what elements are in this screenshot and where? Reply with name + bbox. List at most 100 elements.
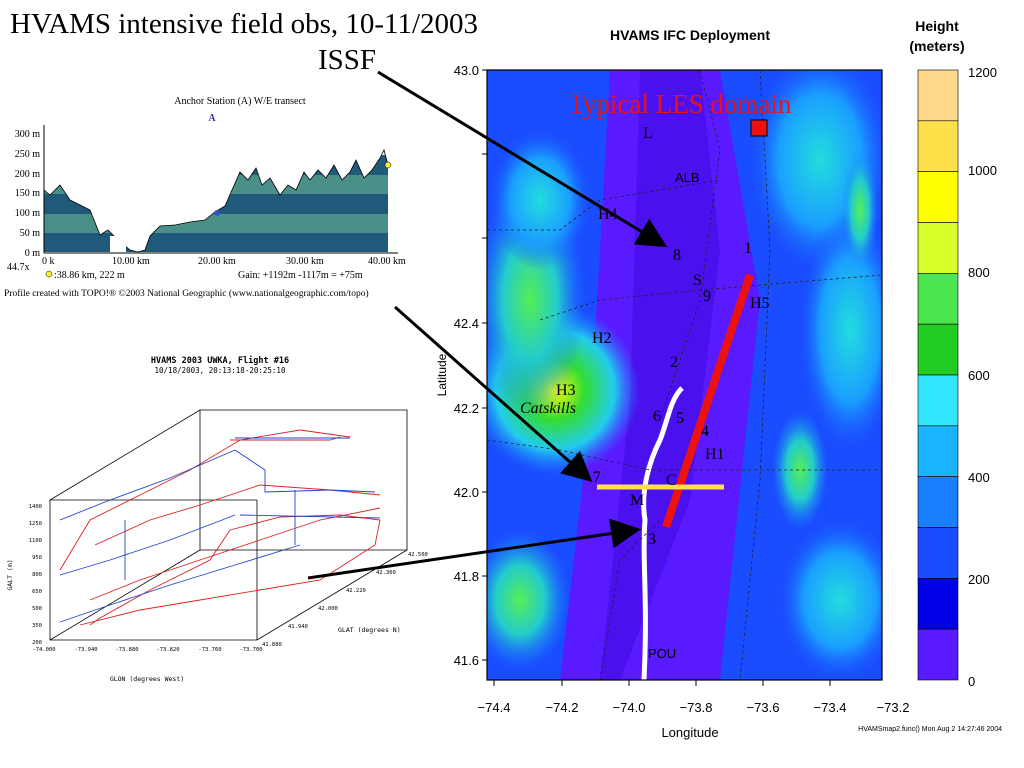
3d-box bbox=[49, 409, 408, 641]
flight-z-tick: 350 bbox=[32, 623, 42, 629]
transect-x-tick: 40.00 km bbox=[368, 256, 406, 267]
colorbar-tick: 1000 bbox=[968, 163, 997, 178]
y-tick-label: 42.4 bbox=[454, 316, 479, 331]
colorbar bbox=[917, 69, 959, 681]
readout-dot bbox=[45, 270, 53, 278]
colorbar-swatch bbox=[917, 273, 959, 325]
flight-x-tick: -73.700 bbox=[239, 647, 262, 653]
flight-x-tick: -73.820 bbox=[156, 647, 179, 653]
station-label: H4 bbox=[598, 206, 618, 223]
x-tick-label: −74.2 bbox=[546, 700, 579, 715]
les-domain-label: Typical LES domain bbox=[568, 89, 792, 119]
colorbar-tick: 0 bbox=[968, 674, 975, 689]
transect-x-tick: 0 k bbox=[42, 256, 55, 267]
colorbar-swatch bbox=[917, 171, 959, 223]
transect-scale-label: 44.7x bbox=[7, 262, 30, 273]
transect-y-tick: 200 m bbox=[15, 169, 41, 180]
colorbar-swatch bbox=[917, 120, 959, 172]
transect-profile-panel: Anchor Station (A) W/E transect A 300 m … bbox=[4, 96, 406, 299]
station-label: H1 bbox=[705, 446, 725, 463]
x-tick-label: −73.4 bbox=[814, 700, 847, 715]
slide-title: HVAMS intensive field obs, 10-11/2003 bbox=[10, 8, 479, 40]
colorbar-swatch bbox=[917, 69, 959, 122]
station-label: M bbox=[630, 492, 644, 509]
station-label: 6 bbox=[653, 408, 661, 425]
transect-y-tick: 250 m bbox=[15, 149, 41, 160]
flight-z-tick: 1400 bbox=[29, 504, 42, 510]
flight-z-tick: 650 bbox=[32, 589, 42, 595]
flight-x-tick: -73.880 bbox=[115, 647, 138, 653]
flight-y-tick: 42.360 bbox=[376, 570, 396, 576]
flight-x-label: GLON (degrees West) bbox=[110, 675, 184, 683]
colorbar-swatch bbox=[917, 323, 959, 376]
flight-x-tick: -74.000 bbox=[32, 647, 55, 653]
station-label: 3 bbox=[648, 531, 656, 548]
x-tick-label: −74.4 bbox=[478, 700, 511, 715]
issf-label: ISSF bbox=[318, 44, 377, 76]
x-axis-label: Longitude bbox=[661, 725, 718, 740]
flight-y-tick: 42.500 bbox=[408, 552, 428, 558]
station-label: C bbox=[666, 472, 677, 489]
x-tick-label: −74.0 bbox=[613, 700, 646, 715]
transect-gain: Gain: +1192m -1117m = +75m bbox=[238, 270, 363, 281]
deployment-map-panel: HVAMS IFC Deployment Typical LES do bbox=[435, 18, 1002, 740]
flight-title: HVAMS 2003 UWKA, Flight #16 bbox=[151, 355, 289, 366]
colorbar-swatch bbox=[917, 425, 959, 477]
station-label: H5 bbox=[750, 295, 770, 312]
station-label: H3 bbox=[556, 382, 576, 399]
transect-x-tick: 30.00 km bbox=[286, 256, 324, 267]
flight-z-tick: 500 bbox=[32, 606, 42, 612]
x-tick-label: −73.6 bbox=[747, 700, 780, 715]
anchor-marker-label: A bbox=[208, 113, 216, 124]
transect-credit: Profile created with TOPO!® ©2003 Nation… bbox=[4, 288, 369, 299]
station-label: 4 bbox=[701, 423, 709, 440]
transect-y-tick: 100 m bbox=[15, 208, 41, 219]
x-tick-label: −73.2 bbox=[877, 700, 910, 715]
flight-z-tick: 200 bbox=[32, 640, 42, 646]
station-label: 7 bbox=[593, 469, 601, 486]
colorbar-swatch bbox=[917, 222, 959, 274]
transect-y-tick: 300 m bbox=[15, 129, 41, 140]
transect-y-tick: 0 m bbox=[25, 248, 41, 259]
colorbar-swatch bbox=[917, 374, 959, 427]
flight-z-label: GALT (m) bbox=[6, 559, 14, 590]
transect-y-tick: 50 m bbox=[20, 228, 41, 239]
terrain-map bbox=[487, 70, 882, 680]
y-tick-label: 42.2 bbox=[454, 401, 479, 416]
transect-y-tick: 150 m bbox=[15, 188, 41, 199]
colorbar-swatch bbox=[917, 476, 959, 528]
station-label: 5 bbox=[676, 410, 684, 427]
colorbar-swatch bbox=[917, 628, 959, 681]
flight-y-tick: 42.220 bbox=[346, 588, 366, 594]
y-tick-label: 41.6 bbox=[454, 653, 479, 668]
colorbar-swatch bbox=[917, 527, 959, 579]
colorbar-unit: (meters) bbox=[909, 38, 964, 54]
station-label: S bbox=[693, 272, 702, 289]
flight-subtitle: 10/18/2003, 20:13:18-20:25:10 bbox=[155, 366, 286, 375]
flight-y-tick: 42.000 bbox=[318, 606, 338, 612]
colorbar-tick: 400 bbox=[968, 470, 990, 485]
flight-3d-panel: HVAMS 2003 UWKA, Flight #16 10/18/2003, … bbox=[6, 355, 428, 683]
flight-tracks bbox=[59, 429, 381, 626]
station-label: 1 bbox=[744, 240, 752, 257]
map-footer: HVAMSmap2.func() Mon Aug 2 14:27:46 2004 bbox=[858, 726, 1002, 733]
x-tick-label: −73.8 bbox=[680, 700, 713, 715]
station-label: ALB bbox=[675, 170, 700, 185]
colorbar-title: Height bbox=[915, 18, 959, 34]
station-label: 2 bbox=[670, 354, 678, 371]
colorbar-tick: 1200 bbox=[968, 65, 997, 80]
colorbar-tick: 800 bbox=[968, 265, 990, 280]
flight-x-tick: -73.940 bbox=[74, 647, 97, 653]
flight-y-tick: 41.880 bbox=[262, 642, 282, 648]
station-label: H2 bbox=[592, 330, 612, 347]
station-label: 8 bbox=[673, 247, 681, 264]
colorbar-tick: 200 bbox=[968, 572, 990, 587]
colorbar-tick: 600 bbox=[968, 368, 990, 383]
les-domain-marker bbox=[750, 119, 768, 137]
map-title: HVAMS IFC Deployment bbox=[610, 27, 770, 43]
transect-readout: :38.86 km, 222 m bbox=[54, 270, 125, 281]
flight-z-tick: 950 bbox=[32, 555, 42, 561]
anchor-station-point bbox=[214, 210, 220, 216]
transect-profile-line bbox=[43, 148, 389, 253]
flight-y-label: GLAT (degrees N) bbox=[338, 626, 401, 634]
